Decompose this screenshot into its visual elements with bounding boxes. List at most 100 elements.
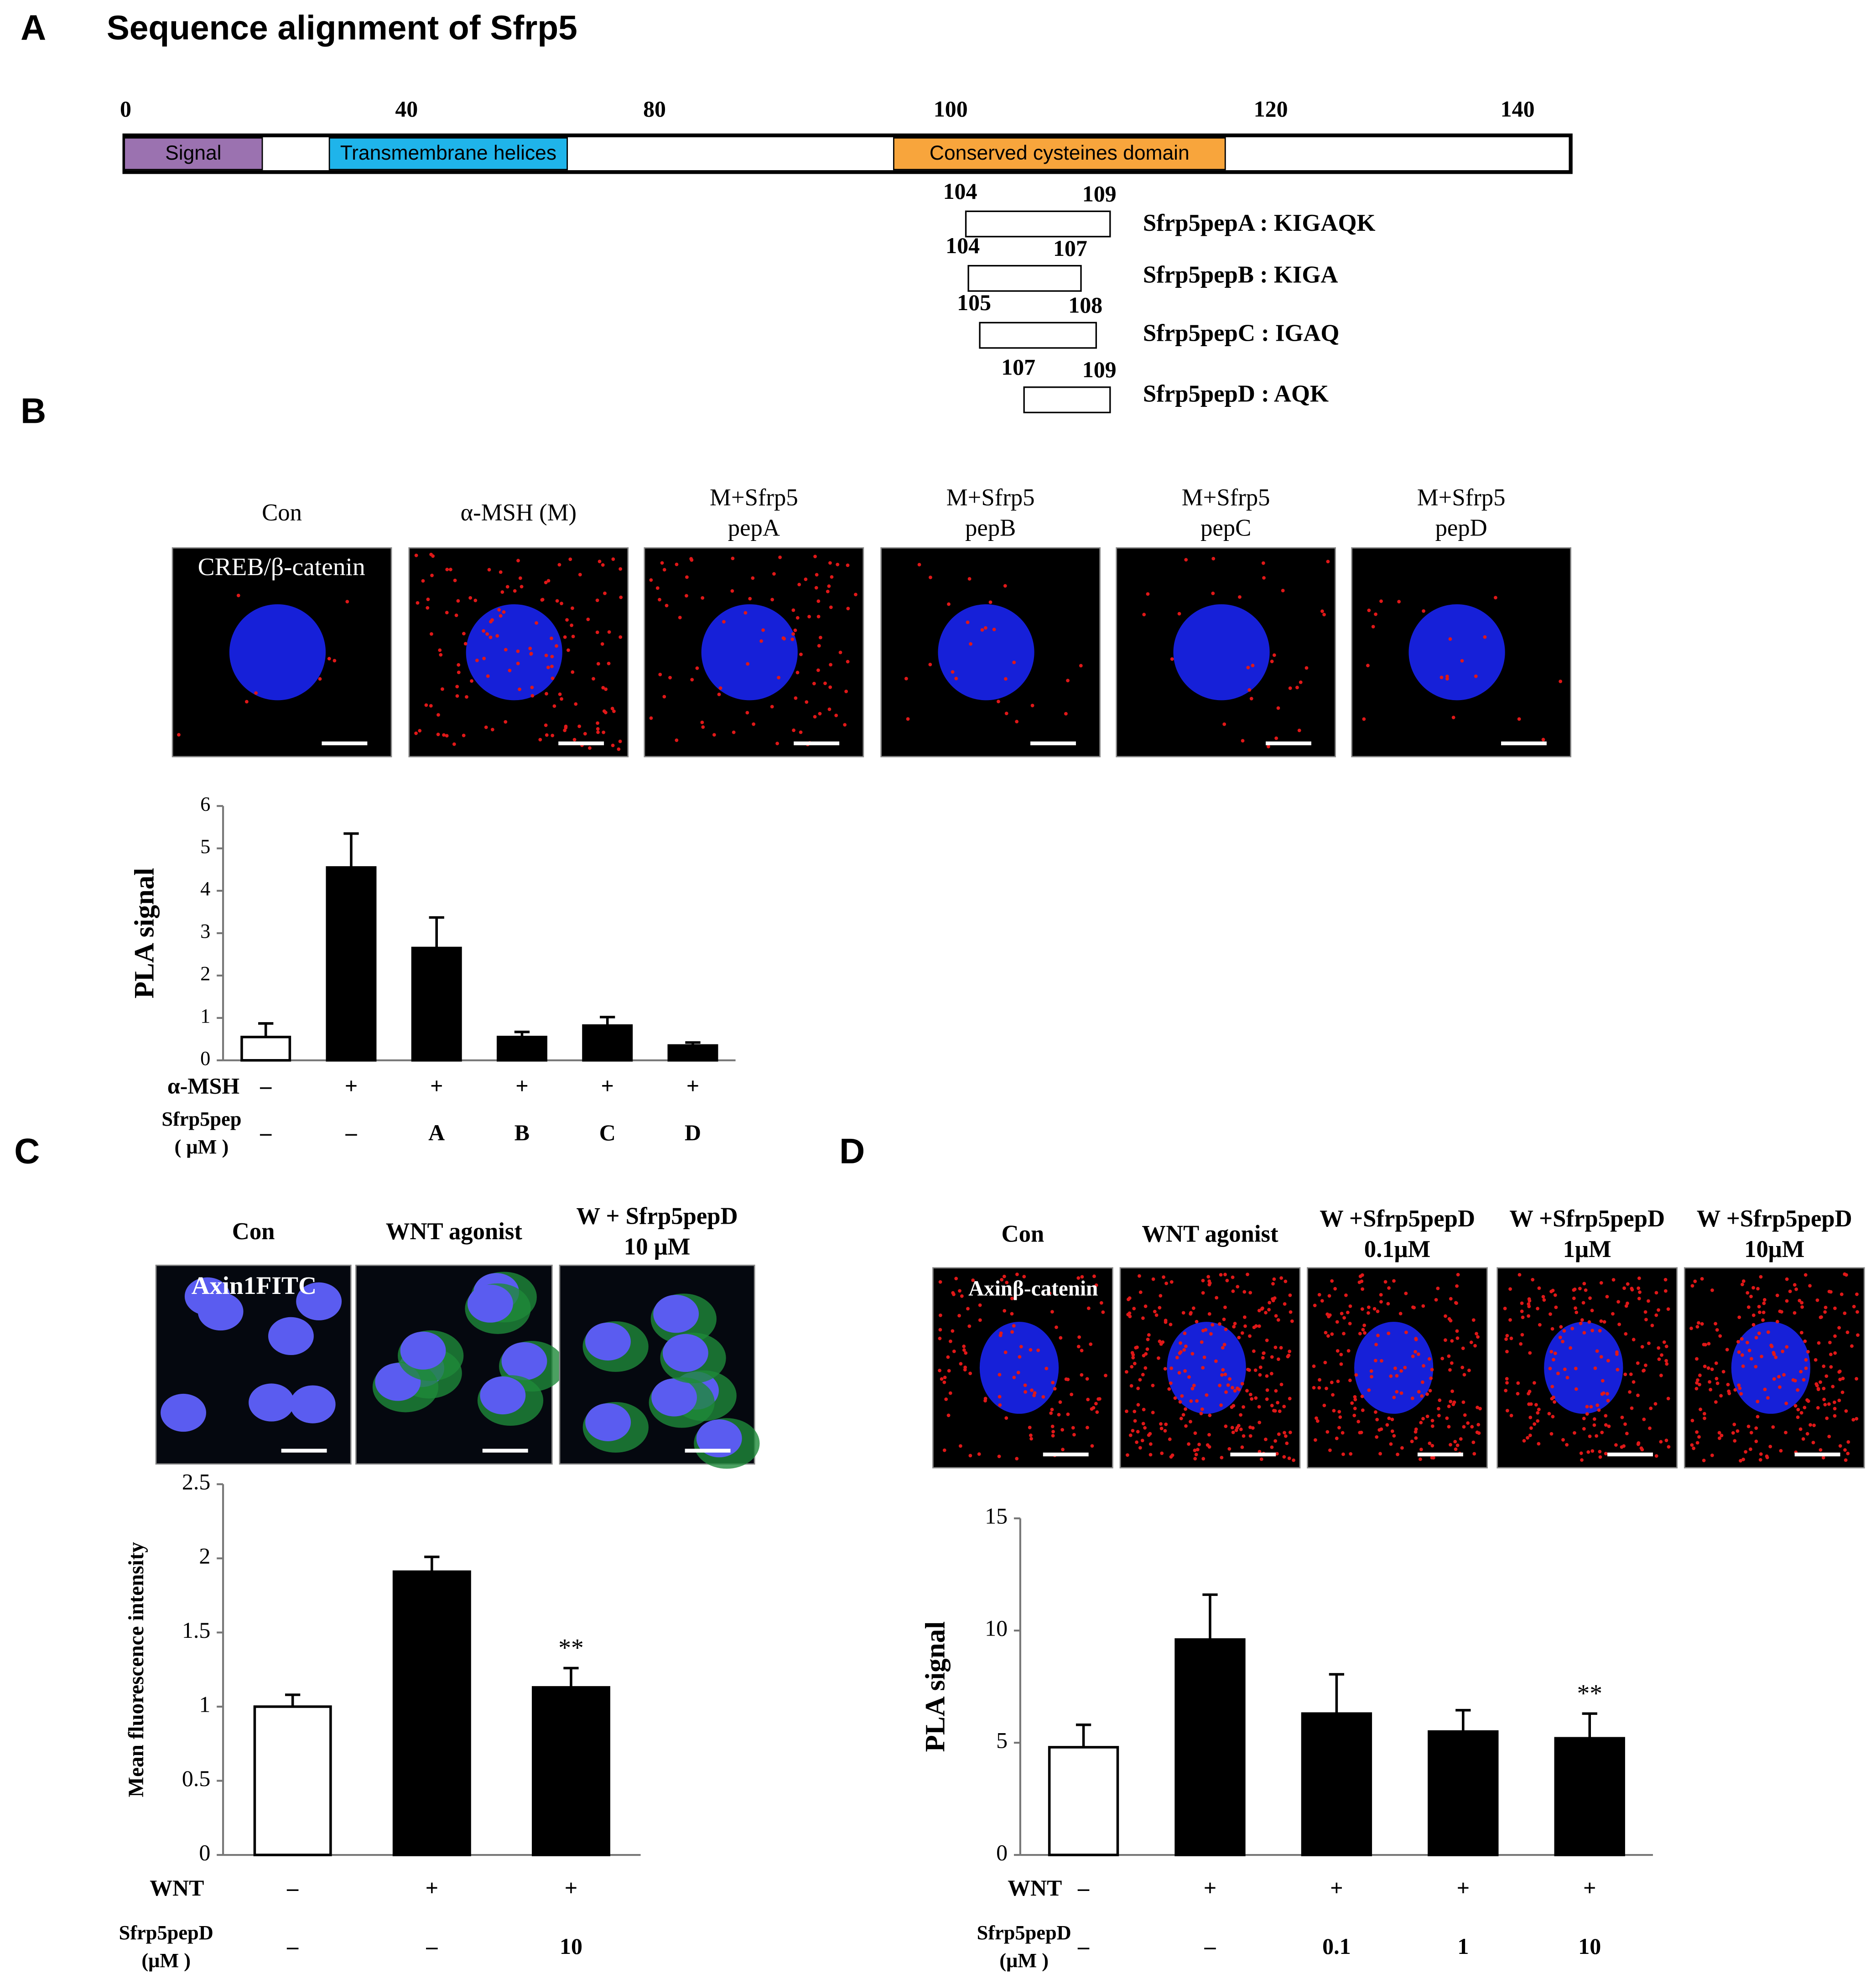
signal-dot bbox=[951, 1291, 955, 1295]
signal-dot bbox=[1793, 1379, 1797, 1382]
nucleus bbox=[1167, 1322, 1246, 1414]
signal-dot bbox=[1313, 1304, 1317, 1308]
signal-dot bbox=[1066, 1412, 1070, 1416]
signal-dot bbox=[1248, 1425, 1252, 1429]
signal-dot bbox=[1601, 1379, 1605, 1383]
peptide-start: 104 bbox=[946, 233, 980, 258]
signal-dot bbox=[1224, 1424, 1228, 1428]
signal-dot bbox=[1771, 1425, 1775, 1429]
signal-dot bbox=[1793, 1311, 1797, 1315]
signal-dot bbox=[1022, 1275, 1026, 1278]
signal-dot bbox=[1181, 1413, 1185, 1417]
signal-dot bbox=[1714, 1322, 1717, 1326]
signal-dot bbox=[1141, 1422, 1145, 1426]
signal-dot bbox=[792, 728, 795, 732]
signal-dot bbox=[1367, 608, 1371, 613]
signal-dot bbox=[1258, 1420, 1262, 1424]
signal-dot bbox=[254, 691, 258, 695]
signal-dot bbox=[1710, 1288, 1714, 1292]
signal-dot bbox=[595, 630, 599, 634]
signal-dot bbox=[1362, 1324, 1367, 1327]
signal-dot bbox=[529, 652, 533, 655]
signal-dot bbox=[463, 642, 468, 646]
signal-dot bbox=[1292, 1458, 1295, 1462]
signal-dot bbox=[1565, 1443, 1569, 1447]
peptide-box bbox=[965, 210, 1111, 238]
panel-title: Sequence alignment of Sfrp5 bbox=[107, 8, 577, 47]
signal-dot bbox=[1184, 1407, 1187, 1411]
signal-dot bbox=[495, 634, 499, 638]
signal-dot bbox=[1224, 1327, 1228, 1331]
signal-dot bbox=[1010, 1330, 1014, 1334]
signal-dot bbox=[1207, 1283, 1211, 1287]
row-entry: C bbox=[599, 1120, 616, 1145]
signal-dot bbox=[1717, 1431, 1721, 1435]
signal-dot bbox=[969, 642, 972, 646]
signal-dot bbox=[1143, 1304, 1148, 1308]
signal-dot bbox=[1019, 1345, 1023, 1349]
signal-dot bbox=[1766, 1330, 1770, 1334]
signal-dot bbox=[1536, 1307, 1539, 1311]
signal-dot bbox=[732, 730, 736, 734]
signal-dot bbox=[1505, 1381, 1509, 1385]
signal-dot bbox=[1757, 1304, 1761, 1309]
signal-dot bbox=[1833, 1334, 1837, 1338]
signal-dot bbox=[1066, 1377, 1070, 1382]
signal-dot bbox=[1128, 1311, 1132, 1315]
signal-dot bbox=[662, 695, 666, 699]
signal-dot bbox=[1454, 1301, 1458, 1305]
signal-dot bbox=[1738, 1386, 1742, 1390]
signal-dot bbox=[983, 626, 987, 630]
signal-dot bbox=[1695, 1325, 1699, 1329]
signal-dot bbox=[610, 706, 614, 711]
signal-dot bbox=[424, 703, 428, 707]
signal-dot bbox=[468, 596, 473, 600]
signal-dot bbox=[1220, 1373, 1224, 1377]
scale-bar bbox=[1266, 741, 1311, 746]
signal-dot bbox=[1756, 1415, 1760, 1419]
signal-dot bbox=[1243, 1324, 1247, 1328]
signal-dot bbox=[1798, 1427, 1803, 1431]
signal-dot bbox=[1315, 1416, 1318, 1420]
signal-dot bbox=[938, 1336, 942, 1340]
signal-dot bbox=[1782, 1373, 1786, 1377]
signal-dot bbox=[596, 721, 599, 725]
signal-dot bbox=[612, 709, 616, 713]
y-tick-label: 0 bbox=[199, 1840, 210, 1865]
signal-dot bbox=[1547, 1412, 1551, 1416]
signal-dot bbox=[1289, 1310, 1293, 1314]
signal-dot bbox=[1128, 1314, 1132, 1319]
signal-dot bbox=[442, 733, 446, 737]
signal-dot bbox=[988, 600, 993, 604]
signal-dot bbox=[1616, 1300, 1620, 1304]
signal-dot bbox=[1086, 1426, 1089, 1429]
signal-dot bbox=[1151, 1383, 1155, 1387]
signal-dot bbox=[906, 717, 910, 721]
signal-dot bbox=[823, 681, 827, 686]
signal-dot bbox=[1003, 1309, 1007, 1313]
signal-dot bbox=[746, 662, 750, 666]
y-axis-label: PLA signal bbox=[920, 1621, 951, 1752]
signal-dot bbox=[1531, 1278, 1535, 1282]
signal-dot bbox=[1449, 1399, 1453, 1403]
signal-dot bbox=[1041, 1395, 1045, 1399]
signal-dot bbox=[1461, 1400, 1465, 1404]
signal-dot bbox=[1845, 1330, 1850, 1335]
signal-dot bbox=[1354, 1373, 1358, 1377]
signal-dot bbox=[1592, 1423, 1596, 1427]
signal-dot bbox=[516, 559, 520, 563]
signal-dot bbox=[1395, 1374, 1399, 1378]
signal-dot bbox=[1193, 1449, 1197, 1452]
signal-dot bbox=[1649, 1406, 1653, 1410]
signal-dot bbox=[1349, 1452, 1353, 1456]
signal-dot bbox=[649, 578, 653, 582]
signal-dot bbox=[1657, 1308, 1660, 1312]
signal-dot bbox=[1522, 1439, 1526, 1443]
signal-dot bbox=[1387, 1416, 1391, 1420]
signal-dot bbox=[1251, 664, 1255, 668]
signal-dot bbox=[1359, 1430, 1363, 1434]
signal-dot bbox=[1247, 688, 1252, 692]
signal-dot bbox=[817, 644, 821, 648]
signal-dot bbox=[455, 694, 459, 698]
signal-dot bbox=[1200, 1340, 1204, 1344]
